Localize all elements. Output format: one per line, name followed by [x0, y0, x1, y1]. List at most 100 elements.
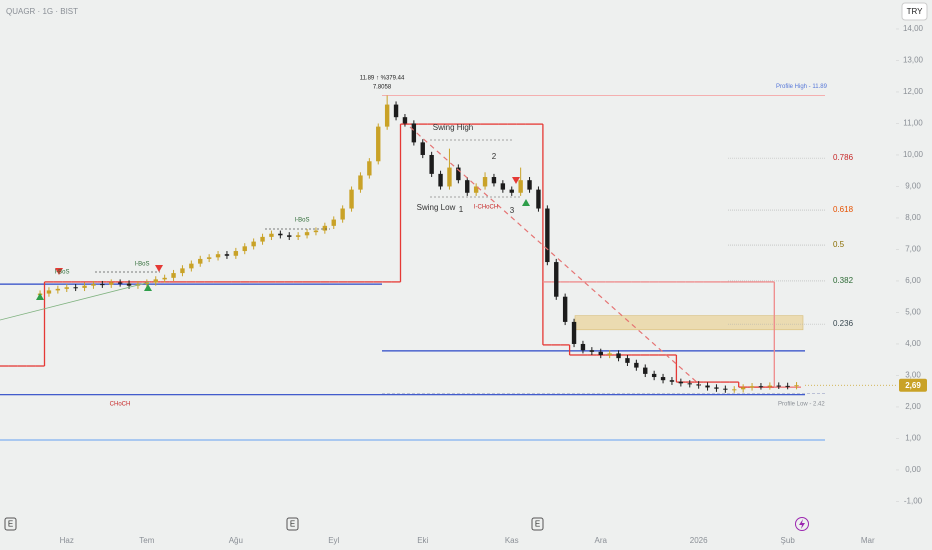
candle-body: [607, 353, 612, 355]
candle-body: [429, 154, 434, 174]
candle-body: [55, 288, 61, 291]
y-tick-label: 14,00: [903, 24, 924, 33]
candle-body: [171, 273, 176, 278]
dividend-icon: [799, 519, 805, 529]
candle-body: [206, 257, 212, 259]
annotation: 1: [459, 205, 464, 214]
fib-label: 0.786: [833, 153, 854, 162]
currency-label[interactable]: TRY: [907, 7, 924, 16]
y-tick-label: 7,00: [905, 245, 921, 254]
candle-body: [767, 385, 773, 387]
candle-body: [91, 284, 96, 286]
candle-body: [705, 385, 710, 388]
candle-body: [260, 236, 265, 242]
candle-body: [482, 177, 488, 187]
event-marker[interactable]: [4, 517, 17, 531]
candle-body: [46, 290, 52, 294]
candle-body: [384, 104, 390, 127]
candle-body: [180, 268, 185, 274]
candle-body: [295, 235, 301, 237]
candle-body: [126, 283, 132, 286]
signal-up: [36, 293, 44, 300]
annotation: Swing Low: [417, 203, 456, 212]
candle-body: [687, 383, 692, 385]
signal-up: [144, 284, 152, 291]
candle-body: [554, 262, 559, 297]
trend-line: [409, 126, 701, 386]
annotation: I-BoS: [294, 218, 309, 224]
last-price-tag: [899, 378, 927, 392]
event-marker[interactable]: [531, 517, 544, 531]
candle-body: [643, 367, 648, 374]
candle-body: [714, 387, 719, 389]
candle-body: [500, 183, 506, 190]
candle-body: [545, 208, 550, 263]
y-tick-label: 1,00: [905, 434, 921, 443]
candle-body: [198, 258, 203, 264]
candle-body: [794, 385, 799, 387]
x-tick-label: Mar: [861, 536, 875, 545]
candle-body: [634, 362, 639, 368]
annotation: 2: [492, 152, 497, 161]
candle-body: [376, 126, 381, 162]
candle-body: [189, 263, 194, 269]
candle-body: [740, 387, 746, 390]
annotation: I-BoS: [134, 262, 149, 268]
candle-body: [660, 377, 666, 381]
candle-body: [473, 186, 479, 193]
currency-button[interactable]: [901, 2, 928, 21]
signal-up: [522, 199, 530, 206]
event-icon: E: [535, 520, 540, 529]
candle-body: [304, 232, 310, 236]
candle-body: [109, 282, 114, 285]
candle-body: [749, 386, 755, 388]
candle-body: [536, 189, 541, 209]
candle-body: [153, 279, 158, 283]
x-tick-label: Şub: [781, 536, 796, 545]
candle-body: [349, 189, 354, 209]
annotation: Swing High: [433, 123, 473, 132]
y-tick-label: 9,00: [905, 182, 921, 191]
profile-low-label: Profile Low - 2.42: [778, 401, 825, 407]
candle-body: [402, 117, 408, 124]
annotation: 11.89 ↑ %379.44: [360, 76, 405, 82]
y-tick-label: 10,00: [903, 150, 924, 159]
candle-body: [696, 384, 701, 386]
candle-body: [411, 123, 417, 143]
fib-label: 0.236: [833, 319, 854, 328]
profile-high-label: Profile High - 11.89: [776, 84, 828, 90]
candle-body: [340, 208, 345, 220]
annotation: 7.8058: [373, 85, 392, 91]
annotation: I-BoS: [54, 270, 69, 276]
fib-label: 0.382: [833, 276, 854, 285]
supply-zone: [574, 315, 804, 331]
candle-body: [456, 167, 461, 181]
y-tick-label: 5,00: [905, 308, 921, 317]
candle-body: [287, 235, 292, 237]
candle-body: [616, 353, 621, 359]
candle-body: [162, 277, 167, 280]
candle-body: [322, 225, 328, 231]
event-icon: E: [8, 520, 13, 529]
candle-body: [776, 385, 781, 387]
x-tick-label: Ara: [595, 536, 608, 545]
y-tick-label: 4,00: [905, 339, 921, 348]
annotation: I-CHoCH: [474, 205, 498, 211]
last-price-label: 2,69: [905, 381, 921, 390]
event-marker[interactable]: [286, 517, 299, 531]
y-tick-label: 8,00: [905, 213, 921, 222]
y-tick-label: 11,00: [903, 119, 923, 128]
candle-body: [723, 388, 728, 390]
candle-body: [251, 241, 256, 247]
candle-body: [278, 233, 283, 236]
candle-body: [100, 284, 105, 286]
candle-body: [651, 373, 657, 378]
candle-body: [571, 321, 577, 344]
candle-body: [669, 380, 675, 382]
x-tick-label: Tem: [139, 536, 154, 545]
y-tick-label: 0,00: [905, 465, 921, 474]
footer: E E E: [4, 517, 809, 531]
candle-body: [117, 282, 123, 284]
dividend-marker[interactable]: [795, 517, 809, 531]
